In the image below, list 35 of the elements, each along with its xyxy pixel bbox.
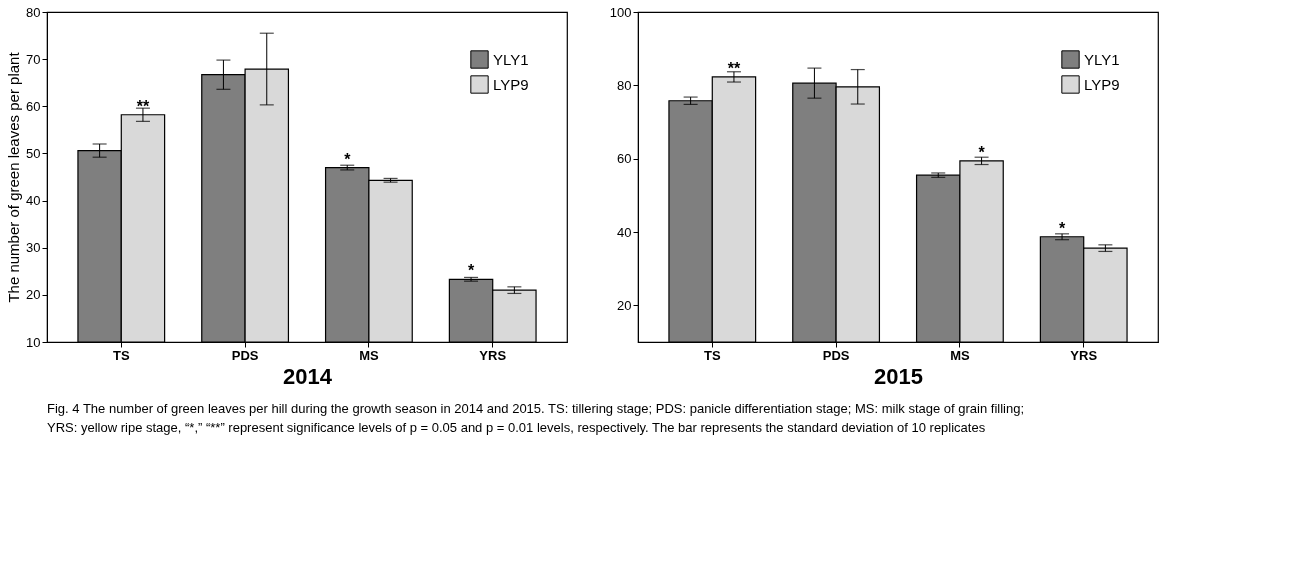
annotation: ** [727,59,741,77]
y-tick-label: 30 [26,240,41,256]
y-tick-label: 100 [609,4,632,20]
annotation: * [467,262,475,280]
annotation: * [344,150,352,168]
y-tick-label: 80 [26,4,41,20]
x-tick-label: YRS [479,347,507,363]
x-tick-label: PDS [231,347,259,363]
y-tick-label: 70 [26,51,41,67]
x-axis-title: 2014 [283,363,333,389]
x-tick-label: MS [950,347,970,363]
y-tick-label: 50 [26,145,41,161]
y-tick-label: 10 [26,334,41,350]
x-tick-label: TS [703,347,721,363]
legend-label: LYP9 [1084,75,1120,93]
x-tick-label: YRS [1070,347,1098,363]
x-tick-label: MS [359,347,379,363]
y-tick-label: 40 [617,224,632,240]
legend-label: LYP9 [493,75,529,93]
annotation: * [1058,219,1066,237]
y-tick-label: 20 [617,297,632,313]
y-tick-label: 80 [617,77,632,93]
annotation: * [978,143,986,161]
annotation: ** [136,97,150,115]
legend-label: YLY1 [493,50,529,68]
x-tick-label: PDS [822,347,850,363]
y-axis-title: The number of green leaves per plant [5,51,23,303]
legend-label: YLY1 [1084,50,1120,68]
y-tick-label: 60 [26,98,41,114]
y-tick-label: 60 [617,151,632,167]
caption: Fig. 4 The number of green leaves per hill during the growth season in 2014 and 2015. TS: tillering stage; PDS: panicle differentiation stage; MS: milk stage of grain filling; YRS: yellow ripe stage, “*,” “**” represent significance levels of p = 0.05 and p = 0.01 levels, respectively. The bar represents the standard deviation of 10 replicates [47,401,1025,435]
x-axis-title: 2015 [874,363,923,389]
y-tick-label: 40 [26,193,41,209]
x-tick-label: TS [112,347,130,363]
y-tick-label: 20 [26,287,41,303]
